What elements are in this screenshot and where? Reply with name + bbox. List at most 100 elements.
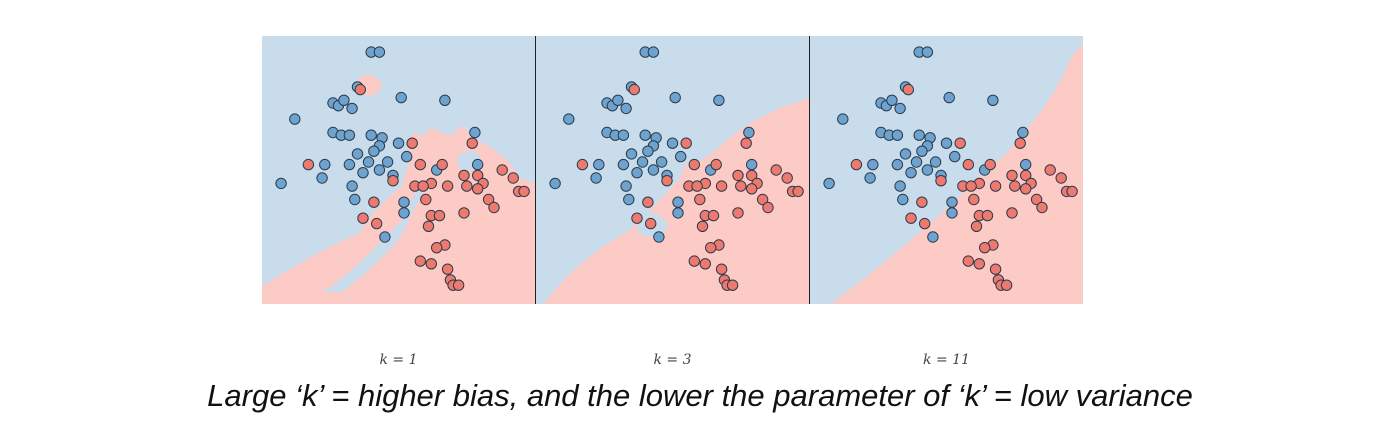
blue-point (398, 207, 410, 219)
red-point (715, 180, 728, 192)
red-point (916, 196, 928, 208)
red-point (973, 258, 986, 270)
blue-point (987, 94, 999, 107)
blue-point (940, 137, 953, 149)
blue-point (837, 113, 849, 125)
blue-point (401, 150, 413, 163)
red-point (1030, 193, 1043, 206)
blue-point (639, 129, 651, 141)
plot-k3 (536, 36, 809, 304)
red-point (414, 158, 427, 171)
red-point (902, 83, 915, 96)
red-point (482, 193, 495, 206)
red-point (422, 220, 435, 233)
red-point (691, 180, 703, 192)
red-point (962, 158, 975, 171)
blue-point (395, 91, 407, 104)
red-point (420, 193, 432, 206)
blue-point (625, 148, 638, 160)
red-point (781, 172, 793, 184)
red-point (461, 180, 473, 192)
blue-point (631, 167, 643, 179)
red-point (746, 169, 758, 182)
blue-point (563, 113, 575, 125)
red-point (642, 196, 654, 208)
red-point (458, 169, 470, 182)
knn-decision-boundary-figure: k = 1 k = 3 k = 11 (262, 36, 1083, 368)
blue-point (392, 137, 405, 149)
red-point (354, 83, 367, 96)
blue-point (946, 207, 958, 219)
red-point (387, 175, 399, 187)
red-point (989, 180, 1002, 192)
blue-point (346, 180, 358, 192)
red-point (792, 185, 804, 198)
blue-point (472, 158, 484, 171)
blue-point (943, 91, 955, 104)
red-point (466, 137, 478, 149)
red-point (436, 158, 448, 171)
red-point (989, 263, 1002, 275)
blue-point (823, 177, 835, 190)
red-point (645, 217, 657, 230)
red-point (707, 209, 720, 222)
blue-point (894, 180, 906, 192)
red-point (954, 137, 966, 149)
red-point (1006, 169, 1018, 182)
blue-point (469, 126, 481, 139)
red-point (417, 180, 429, 192)
blue-point (713, 94, 725, 107)
blue-point (921, 164, 934, 176)
blue-point (620, 180, 632, 192)
red-point (1055, 172, 1067, 184)
red-point (726, 279, 739, 291)
red-point (628, 83, 641, 96)
blue-point (672, 207, 684, 219)
red-point (962, 255, 975, 267)
blue-point (642, 145, 654, 157)
blue-point (675, 150, 687, 163)
red-point (696, 220, 709, 233)
blue-point (916, 145, 928, 157)
blue-point (647, 164, 660, 176)
red-point (688, 255, 701, 267)
blue-point (672, 196, 684, 208)
blue-point (886, 94, 898, 107)
red-point (699, 258, 712, 270)
red-point (472, 183, 484, 195)
blue-point (289, 113, 301, 125)
caption-text: Large ‘k’ = higher bias, and the lower t… (207, 378, 1193, 413)
blue-point (921, 46, 934, 58)
red-point (368, 196, 380, 208)
blue-point (617, 129, 630, 141)
panel-divider (535, 36, 537, 304)
blue-point (746, 158, 758, 171)
red-point (968, 193, 980, 206)
red-point (1009, 180, 1021, 192)
red-point (981, 209, 994, 222)
blue-point (373, 46, 386, 58)
blue-point (946, 196, 958, 208)
blue-point (910, 156, 923, 168)
blue-point (612, 94, 624, 107)
blue-point (669, 91, 681, 104)
blue-point (620, 102, 632, 115)
red-point (705, 242, 717, 254)
red-point (431, 242, 443, 254)
red-point (458, 207, 470, 219)
red-point (518, 185, 530, 198)
blue-point (316, 172, 328, 184)
red-point (371, 217, 383, 230)
blue-point (891, 129, 904, 141)
blue-point (949, 150, 961, 163)
blue-point (913, 129, 925, 141)
blue-point (373, 164, 386, 176)
red-point (1000, 279, 1013, 291)
red-point (680, 137, 692, 149)
red-point (576, 158, 589, 171)
red-point (694, 193, 706, 206)
blue-point (362, 156, 375, 168)
red-point (406, 137, 418, 149)
blue-point (1017, 126, 1029, 139)
blue-point (743, 126, 755, 139)
